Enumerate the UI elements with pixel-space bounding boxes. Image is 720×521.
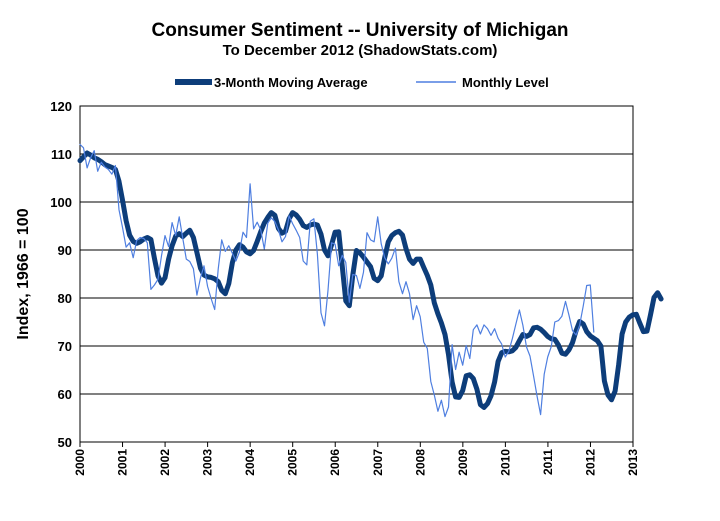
y-tick-label: 60 <box>58 387 72 402</box>
plot-frame <box>79 105 634 443</box>
x-tick-label: 2001 <box>116 449 130 476</box>
x-tick-label: 2003 <box>201 449 215 476</box>
y-tick-label: 110 <box>51 147 72 162</box>
y-tick-label: 90 <box>58 243 72 258</box>
x-tick-label: 2006 <box>328 449 342 476</box>
legend-label-ma: 3-Month Moving Average <box>214 75 368 90</box>
x-tick-label: 2010 <box>498 449 512 476</box>
chart-subtitle: To December 2012 (ShadowStats.com) <box>222 42 498 59</box>
y-tick-labels: 50 60 70 80 90 100 110 120 <box>50 99 72 450</box>
x-tick-label: 2008 <box>413 449 427 476</box>
y-tick-label: 100 <box>50 195 72 210</box>
x-tick-label: 2007 <box>371 449 385 476</box>
legend: 3-Month Moving Average Monthly Level <box>175 75 549 90</box>
series-layer <box>77 143 664 418</box>
x-tick-label: 2000 <box>73 449 87 476</box>
legend-label-monthly: Monthly Level <box>462 75 549 90</box>
x-tick-label: 2011 <box>541 449 555 475</box>
grid-layer <box>80 153 633 395</box>
y-tick-label: 120 <box>50 99 72 114</box>
y-tick-label: 80 <box>58 291 72 306</box>
series-line-3-month-moving-average <box>77 150 664 410</box>
y-tick-label: 50 <box>58 435 72 450</box>
x-tick-label: 2013 <box>626 449 640 476</box>
x-tick-labels: 2000 2001 2002 2003 2004 2005 2006 2007 2008 2009… <box>73 442 640 476</box>
chart-title: Consumer Sentiment -- University of Mich… <box>151 20 569 41</box>
x-tick-label: 2012 <box>583 449 597 476</box>
x-tick-label: 2009 <box>456 449 470 476</box>
x-tick-label: 2005 <box>286 449 300 476</box>
y-axis-label: Index, 1966 = 100 <box>15 208 32 339</box>
series-line-monthly-level <box>79 143 595 418</box>
x-tick-label: 2002 <box>158 449 172 476</box>
x-tick-label: 2004 <box>243 449 257 476</box>
y-tick-label: 70 <box>58 339 72 354</box>
